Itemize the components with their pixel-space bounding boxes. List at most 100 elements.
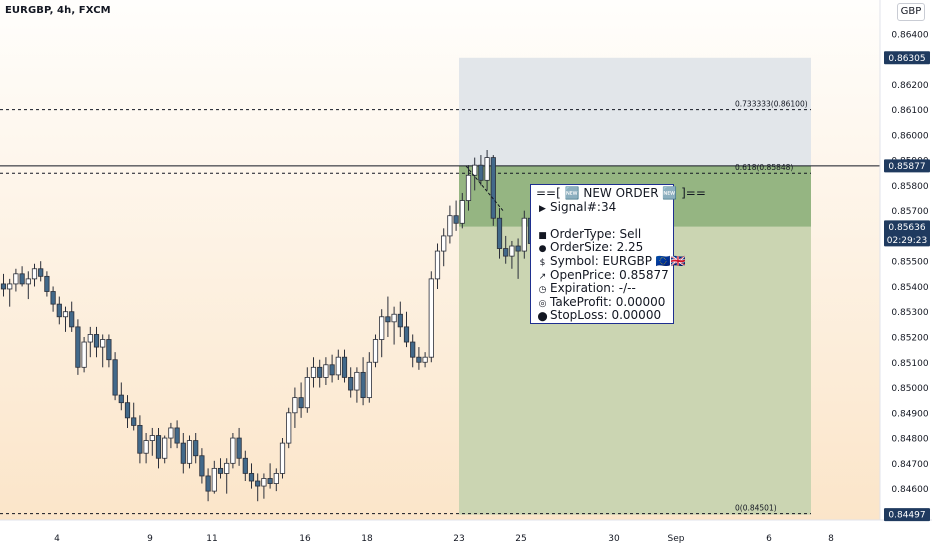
candle-up <box>428 278 434 358</box>
y-tick-label: 0.85000 <box>891 384 928 394</box>
candle-up <box>224 462 230 474</box>
candle-up <box>230 437 236 464</box>
candle-up <box>441 235 447 252</box>
candle-up <box>366 361 372 399</box>
order-row-symbol: $ Symbol: EURGBP 🇪🇺🇬🇧 <box>536 254 686 269</box>
x-tick-label: 16 <box>299 534 311 544</box>
candle-down <box>106 339 112 361</box>
candle-down <box>236 437 242 459</box>
candle-up <box>310 366 317 378</box>
stop-icon: ⬤ <box>537 312 548 323</box>
candle-up <box>509 245 515 257</box>
candle-up <box>304 377 310 409</box>
price-badge <box>884 508 930 522</box>
x-tick-label: 23 <box>453 534 464 544</box>
order-signal-row: ▶ Signal#:34 <box>536 200 673 215</box>
candle-up <box>62 311 69 318</box>
candle-up <box>162 437 168 459</box>
candle-up <box>472 164 478 176</box>
candle-down <box>242 457 248 474</box>
candle-down <box>75 326 81 368</box>
candle-down <box>137 425 143 454</box>
order-expiration: Expiration: -/-- <box>550 281 636 296</box>
candle-down <box>478 164 484 181</box>
candle-up <box>335 356 341 376</box>
currency-selector[interactable]: GBP <box>897 3 925 21</box>
y-tick-label: 0.86000 <box>891 131 928 141</box>
candle-up <box>465 174 472 201</box>
chart-icon: ↗ <box>538 271 547 282</box>
candle-down <box>0 283 7 290</box>
candle-down <box>118 394 124 404</box>
candle-up <box>354 371 360 391</box>
fib-label: 0.733333(0.86100) <box>735 100 808 109</box>
candle-up <box>391 313 397 323</box>
candle-up <box>168 427 174 439</box>
candle-down <box>112 359 118 396</box>
target-zone <box>459 57 811 166</box>
candle-up <box>25 278 31 285</box>
candle-down <box>155 435 162 459</box>
candle-up <box>7 283 13 290</box>
x-tick-label: 6 <box>766 534 772 544</box>
order-row-size: ● OrderSize: 2.25 <box>536 241 673 255</box>
candle-down <box>19 273 25 285</box>
price-badge <box>884 220 930 247</box>
candle-up <box>13 273 19 285</box>
order-symbol: Symbol: EURGBP 🇪🇺🇬🇧 <box>550 253 686 268</box>
candle-up <box>273 473 279 484</box>
candle-up <box>292 397 298 414</box>
y-tick-label: 0.84600 <box>891 485 928 495</box>
x-tick-label: 18 <box>361 534 373 544</box>
candle-up <box>143 440 149 454</box>
candle-down <box>317 366 323 378</box>
money-bag-icon: ● <box>538 244 547 255</box>
target-icon: ◎ <box>538 298 547 309</box>
candle-up <box>447 215 453 237</box>
price-badge <box>884 159 930 173</box>
y-axis-background <box>880 0 932 550</box>
candle-down <box>453 215 459 224</box>
candle-up <box>87 334 93 343</box>
candle-down <box>416 356 422 363</box>
stopwatch-icon: ◷ <box>538 285 547 296</box>
candle-up <box>186 440 193 464</box>
signal-flag-icon: ▶ <box>539 203 546 214</box>
candle-up <box>100 339 106 348</box>
candle-up <box>422 356 428 363</box>
bank-icon: ■ <box>538 230 547 241</box>
price-badge-label: 0.86305 <box>888 54 925 64</box>
candle-up <box>81 341 87 368</box>
price-badge-label: 0.85877 <box>888 162 925 172</box>
x-tick-label: 8 <box>828 534 834 544</box>
order-row-expiration: ◷ Expiration: -/-- <box>536 281 673 296</box>
candle-down <box>341 356 348 378</box>
candle-down <box>385 316 391 323</box>
symbol-title: EURGBP, 4h, FXCM <box>5 5 111 16</box>
order-open-price: OpenPrice: 0.85877 <box>550 267 669 282</box>
y-tick-label: 0.85800 <box>891 182 928 192</box>
candle-down <box>131 417 137 426</box>
order-row-tp: ◎ TakeProfit: 0.00000 <box>536 295 673 310</box>
candle-down <box>180 442 186 464</box>
x-tick-label: 9 <box>147 534 153 544</box>
candle-down <box>410 341 416 358</box>
candle-down <box>199 455 205 477</box>
candle-up <box>372 339 379 363</box>
x-axis-background <box>0 520 932 550</box>
order-header: ==[ 🆕 NEW ORDER 🆕 ]== <box>536 186 706 200</box>
candle-down <box>348 377 354 391</box>
candle-up <box>279 442 286 474</box>
candle-up <box>434 250 441 280</box>
candle-down <box>124 402 131 419</box>
candle-up <box>149 435 155 441</box>
candle-down <box>329 364 335 376</box>
candle-down <box>403 326 410 343</box>
candle-up <box>211 467 217 492</box>
candle-up <box>521 217 527 252</box>
candle-down <box>93 334 100 348</box>
candle-down <box>38 268 44 277</box>
y-tick-label: 0.85200 <box>891 333 928 343</box>
